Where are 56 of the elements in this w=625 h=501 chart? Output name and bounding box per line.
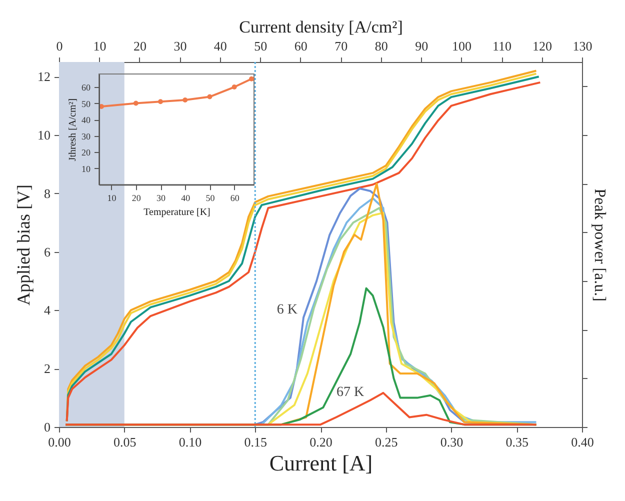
x2-axis-title: Current density [A/cm²] — [239, 18, 403, 36]
x-axis-title: Current [A] — [269, 450, 373, 476]
x-tick-label: 60 — [230, 193, 240, 204]
x2-tick-label: 10 — [93, 38, 106, 54]
x2-tick-label: 30 — [174, 38, 187, 54]
x-tick-label: 0.10 — [178, 434, 202, 450]
x2-tick-label: 40 — [214, 38, 227, 54]
x-axis-title: Temperature [K] — [144, 207, 210, 218]
x-tick-label: 0.30 — [440, 434, 464, 450]
point — [232, 84, 237, 90]
x-tick-label: 20 — [132, 193, 142, 204]
x-tick-label: 30 — [156, 193, 166, 204]
x2-tick-label: 0 — [56, 38, 63, 54]
x-tick-label: 50 — [206, 193, 216, 204]
y-axis-title: Applied bias [V] — [14, 184, 34, 306]
point — [249, 76, 254, 82]
x2-tick-label: 60 — [294, 38, 308, 54]
x2-tick-label: 130 — [572, 38, 592, 54]
y-tick-label: 30 — [82, 131, 91, 142]
y-tick-label: 50 — [82, 98, 91, 109]
x-tick-label: 0.25 — [375, 434, 398, 450]
x-tick-label: 0.40 — [571, 434, 594, 450]
x2-tick-label: 70 — [334, 38, 348, 54]
x-tick-label: 0.05 — [114, 434, 136, 450]
x2-tick-label: 110 — [492, 38, 512, 54]
point — [207, 94, 212, 100]
x-tick-label: 40 — [181, 193, 191, 204]
x-tick-label: 0.15 — [244, 434, 267, 450]
x2-tick-label: 80 — [374, 38, 388, 54]
x2-tick-label: 120 — [532, 38, 552, 54]
x-tick-label: 0.35 — [506, 434, 528, 450]
annotation: 67 K — [336, 385, 364, 400]
x2-tick-label: 50 — [254, 38, 268, 54]
x-tick-label: 0.20 — [310, 434, 332, 450]
x-tick-label: 10 — [107, 193, 117, 204]
y-tick-label: 10 — [38, 128, 50, 142]
y-tick-label: 10 — [82, 164, 91, 174]
y-tick-label: 4 — [44, 302, 51, 318]
y-tick-label: 2 — [44, 361, 50, 376]
y-tick-label: 6 — [44, 244, 51, 260]
x2-tick-label: 90 — [415, 38, 428, 54]
point — [182, 98, 188, 103]
y-tick-label: 8 — [44, 186, 50, 201]
y-tick-label: 40 — [82, 115, 91, 126]
y-tick-label: 20 — [82, 148, 91, 158]
annotation: 6 K — [276, 302, 298, 318]
x2-tick-label: 20 — [133, 38, 146, 54]
y-tick-label: 0 — [44, 420, 50, 434]
point — [133, 100, 138, 106]
y-tick-label: 12 — [38, 69, 50, 84]
y-axis-title: Peak power [a.u.] — [591, 188, 608, 302]
x2-tick-label: 100 — [452, 38, 472, 54]
x-tick-label: 0.00 — [48, 434, 71, 450]
y-axis-title: Jthresh [A/cm²] — [68, 98, 78, 162]
point — [158, 99, 164, 104]
y-tick-label: 60 — [82, 82, 91, 93]
